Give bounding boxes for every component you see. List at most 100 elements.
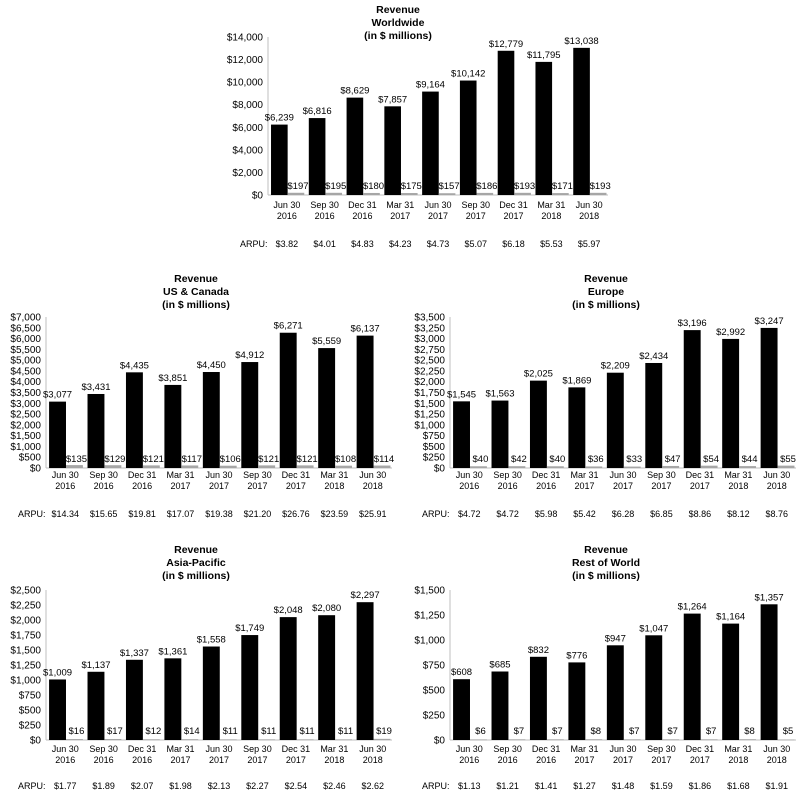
- arpu-value: $19.81: [128, 509, 156, 519]
- x-tick-label: 2017: [690, 481, 710, 491]
- secondary-data-label: $106: [220, 454, 241, 465]
- revenue-data-label: $1,869: [562, 375, 591, 386]
- x-tick-label: 2017: [613, 481, 633, 491]
- x-tick-label: Dec 31: [532, 744, 561, 754]
- secondary-bar: [181, 739, 199, 740]
- arpu-value: $2.54: [285, 781, 308, 791]
- y-tick-label: $6,000: [232, 123, 263, 134]
- revenue-data-label: $12,779: [489, 39, 523, 50]
- revenue-data-label: $1,047: [639, 623, 668, 634]
- secondary-bar: [662, 465, 680, 468]
- secondary-data-label: $47: [665, 454, 681, 465]
- arpu-value: $2.62: [362, 781, 385, 791]
- secondary-bar: [662, 739, 680, 741]
- arpu-value: $14.34: [51, 509, 79, 519]
- x-tick-label: Sep 30: [243, 744, 272, 754]
- secondary-data-label: $8: [590, 726, 601, 737]
- secondary-bar: [181, 465, 199, 468]
- arpu-value: $1.27: [573, 781, 596, 791]
- y-tick-label: $1,500: [414, 586, 445, 597]
- y-tick-label: $500: [423, 442, 446, 453]
- revenue-data-label: $4,450: [197, 360, 226, 371]
- x-tick-label: 2017: [171, 481, 191, 491]
- y-tick-label: $250: [423, 453, 446, 464]
- y-tick-label: $10,000: [227, 78, 264, 89]
- secondary-bar: [623, 466, 641, 468]
- secondary-bar: [700, 739, 718, 741]
- chart-title-line: Worldwide: [372, 17, 425, 29]
- revenue-data-label: $3,196: [678, 318, 707, 329]
- secondary-bar: [287, 192, 305, 195]
- y-tick-label: $2,250: [10, 601, 41, 612]
- y-tick-label: $250: [19, 721, 42, 732]
- revenue-bar: [529, 656, 547, 740]
- revenue-data-label: $2,025: [524, 369, 553, 380]
- revenue-data-label: $1,357: [755, 592, 784, 603]
- x-tick-label: 2017: [209, 755, 229, 765]
- revenue-data-label: $6,137: [351, 324, 380, 335]
- secondary-data-label: $135: [66, 454, 87, 465]
- chart-title-line: (in $ millions): [162, 299, 230, 311]
- x-tick-label: Dec 31: [686, 744, 715, 754]
- x-tick-label: Jun 30: [273, 200, 300, 210]
- y-tick-label: $1,500: [10, 431, 41, 442]
- secondary-data-label: $157: [438, 181, 459, 192]
- y-tick-label: $0: [30, 464, 42, 475]
- secondary-bar: [142, 739, 160, 741]
- secondary-data-label: $12: [145, 726, 161, 737]
- secondary-data-label: $7: [629, 726, 640, 737]
- arpu-value: $1.59: [650, 781, 673, 791]
- arpu-label: ARPU:: [18, 781, 46, 791]
- arpu-value: $6.18: [502, 239, 525, 249]
- revenue-bar: [346, 97, 364, 195]
- arpu-value: $8.86: [689, 509, 712, 519]
- arpu-value: $4.01: [313, 239, 336, 249]
- y-tick-label: $12,000: [227, 55, 264, 66]
- secondary-data-label: $121: [297, 454, 318, 465]
- y-tick-label: $1,000: [10, 442, 41, 453]
- secondary-data-label: $11: [261, 726, 276, 737]
- y-tick-label: $500: [19, 453, 42, 464]
- x-tick-label: 2017: [428, 211, 448, 221]
- y-tick-label: $1,000: [414, 420, 445, 431]
- x-tick-label: Dec 31: [686, 470, 715, 480]
- y-tick-label: $750: [423, 431, 446, 442]
- y-tick-label: $1,750: [10, 631, 41, 642]
- x-tick-label: 2018: [728, 481, 748, 491]
- revenue-bar: [453, 401, 470, 468]
- x-tick-label: 2017: [651, 481, 671, 491]
- x-tick-label: Dec 31: [128, 744, 157, 754]
- secondary-bar: [585, 466, 603, 468]
- x-tick-label: Jun 30: [205, 470, 232, 480]
- secondary-data-label: $121: [258, 454, 279, 465]
- x-tick-label: Jun 30: [359, 470, 386, 480]
- arpu-label: ARPU:: [422, 781, 450, 791]
- revenue-bar: [279, 617, 297, 740]
- arpu-label: ARPU:: [18, 509, 46, 519]
- y-tick-label: $0: [434, 464, 446, 475]
- secondary-bar: [514, 192, 531, 195]
- x-tick-label: Sep 30: [243, 470, 272, 480]
- x-tick-label: Mar 31: [724, 470, 752, 480]
- secondary-data-label: $36: [588, 454, 604, 465]
- secondary-data-label: $40: [549, 454, 565, 465]
- revenue-bar: [202, 372, 220, 468]
- arpu-value: $6.85: [650, 509, 673, 519]
- arpu-value: $5.53: [540, 239, 563, 249]
- x-tick-label: Sep 30: [89, 470, 118, 480]
- y-tick-label: $2,000: [10, 616, 41, 627]
- secondary-bar: [400, 193, 418, 195]
- secondary-bar: [219, 465, 237, 468]
- x-tick-label: 2016: [55, 481, 75, 491]
- y-tick-label: $8,000: [232, 100, 263, 111]
- secondary-data-label: $129: [104, 454, 125, 465]
- secondary-bar: [546, 466, 564, 468]
- x-tick-label: 2016: [277, 211, 297, 221]
- revenue-bar: [722, 338, 740, 468]
- arpu-value: $5.98: [535, 509, 558, 519]
- x-tick-label: Mar 31: [167, 744, 195, 754]
- x-tick-label: Sep 30: [647, 470, 676, 480]
- chart-title-line: Revenue: [174, 273, 218, 285]
- secondary-bar: [739, 739, 757, 740]
